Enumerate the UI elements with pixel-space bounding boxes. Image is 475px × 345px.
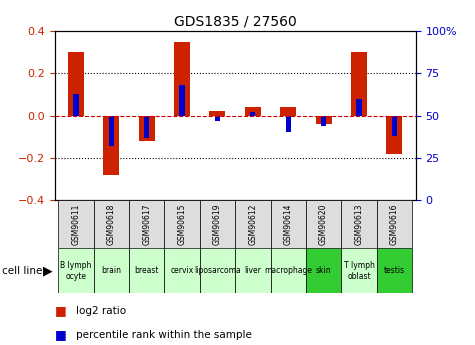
Text: ▶: ▶ <box>43 264 52 277</box>
Text: GSM90616: GSM90616 <box>390 204 399 245</box>
Bar <box>342 248 377 293</box>
Bar <box>94 248 129 293</box>
Bar <box>356 99 361 116</box>
Bar <box>58 248 94 293</box>
Bar <box>180 85 185 116</box>
Text: breast: breast <box>134 266 159 275</box>
Bar <box>387 116 402 154</box>
Text: log2 ratio: log2 ratio <box>76 306 126 315</box>
Bar <box>351 52 367 116</box>
Bar <box>235 248 271 293</box>
Bar <box>94 200 129 248</box>
Text: GSM90620: GSM90620 <box>319 204 328 245</box>
Bar <box>377 200 412 248</box>
Bar <box>316 116 332 124</box>
Bar <box>164 200 200 248</box>
Bar <box>342 200 377 248</box>
Text: GSM90611: GSM90611 <box>71 204 80 245</box>
Text: GSM90619: GSM90619 <box>213 204 222 245</box>
Text: macrophage: macrophage <box>264 266 312 275</box>
Text: GSM90612: GSM90612 <box>248 204 257 245</box>
Bar <box>235 200 271 248</box>
Text: GSM90613: GSM90613 <box>354 204 363 245</box>
Bar <box>73 93 78 116</box>
Bar <box>139 116 154 141</box>
Bar <box>68 52 84 116</box>
Bar <box>306 248 342 293</box>
Bar <box>271 248 306 293</box>
Bar <box>285 116 291 132</box>
Bar <box>174 42 190 116</box>
Text: liposarcoma: liposarcoma <box>194 266 241 275</box>
Bar <box>58 200 94 248</box>
Text: ■: ■ <box>55 304 66 317</box>
Title: GDS1835 / 27560: GDS1835 / 27560 <box>174 14 296 29</box>
Text: cervix: cervix <box>171 266 194 275</box>
Bar <box>144 116 149 138</box>
Text: cell line: cell line <box>2 266 43 276</box>
Bar <box>245 107 261 116</box>
Bar <box>200 248 235 293</box>
Bar <box>215 116 220 121</box>
Bar <box>280 107 296 116</box>
Bar <box>250 112 256 116</box>
Bar <box>109 116 114 146</box>
Bar <box>129 248 164 293</box>
Text: skin: skin <box>316 266 332 275</box>
Text: liver: liver <box>244 266 261 275</box>
Bar <box>392 116 397 136</box>
Bar <box>103 116 119 175</box>
Bar <box>164 248 200 293</box>
Bar <box>271 200 306 248</box>
Text: GSM90614: GSM90614 <box>284 204 293 245</box>
Text: testis: testis <box>384 266 405 275</box>
Text: ■: ■ <box>55 328 66 341</box>
Text: B lymph
ocyte: B lymph ocyte <box>60 261 92 280</box>
Bar <box>321 116 326 126</box>
Text: GSM90615: GSM90615 <box>178 204 187 245</box>
Text: GSM90617: GSM90617 <box>142 204 151 245</box>
Bar <box>377 248 412 293</box>
Bar <box>209 111 226 116</box>
Bar <box>129 200 164 248</box>
Bar <box>200 200 235 248</box>
Text: percentile rank within the sample: percentile rank within the sample <box>76 330 252 339</box>
Text: brain: brain <box>101 266 121 275</box>
Bar <box>306 200 342 248</box>
Text: GSM90618: GSM90618 <box>107 204 116 245</box>
Text: T lymph
oblast: T lymph oblast <box>343 261 374 280</box>
